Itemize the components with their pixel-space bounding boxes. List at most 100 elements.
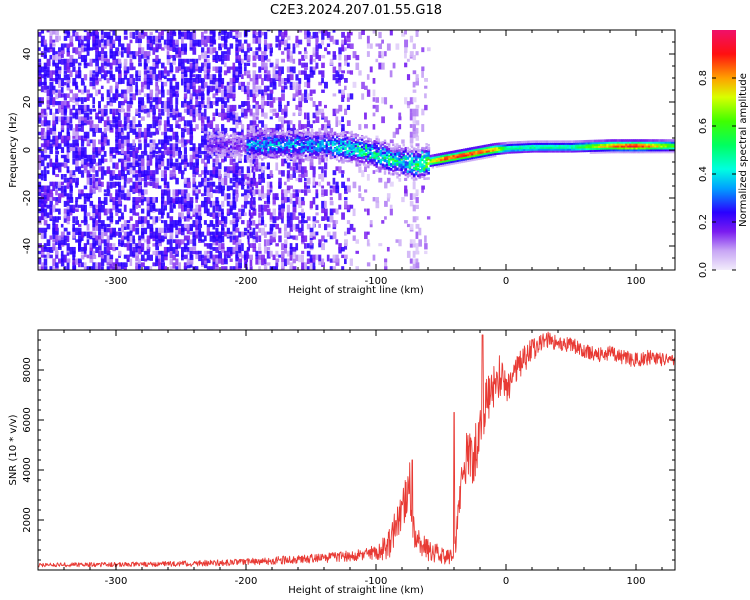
spectrum-cell (304, 154, 308, 158)
spectrum-cell (301, 208, 304, 214)
spectrum-cell (135, 30, 139, 36)
spectrum-cell (149, 143, 153, 148)
spectrum-cell (275, 112, 280, 118)
spectrum-cell (149, 31, 153, 36)
spectrum-cell (261, 148, 264, 152)
spectrum-cell (232, 181, 237, 188)
spectrum-cell (186, 250, 191, 255)
spectrum-cell (365, 149, 368, 152)
spectrum-cell (80, 135, 84, 141)
spectrum-cell (160, 70, 165, 79)
spectrum-cell (206, 266, 210, 270)
spectrum-cell (354, 149, 358, 153)
spectrum-cell (183, 243, 188, 250)
spectrum-cell (329, 146, 333, 149)
spectrum-cell (135, 227, 140, 235)
spectrum-cell (212, 204, 216, 213)
spectrum-cell (250, 177, 253, 182)
spectrum-cell (225, 146, 229, 149)
spectrum-cell (254, 153, 258, 157)
spectrum-cell (304, 157, 308, 161)
spectrum-cell (229, 204, 233, 211)
spectrum-cell (238, 262, 243, 268)
spectrum-cell (355, 266, 359, 270)
spectrum-cell (118, 62, 122, 69)
spectrum-cell (412, 124, 416, 132)
spectrum-cell (138, 139, 142, 143)
spectrum-cell (206, 250, 211, 254)
spectrum-cell (412, 258, 416, 264)
spectrum-cell (112, 78, 116, 82)
spectrum-cell (398, 158, 401, 161)
spectrum-cell (135, 243, 140, 249)
spectrum-cell (192, 81, 196, 87)
spectrum-cell (38, 131, 42, 136)
spectrum-cell (269, 212, 274, 220)
spectrum-cell (186, 104, 190, 110)
spectrum-cell (146, 158, 151, 166)
spectrum-cell (63, 104, 68, 113)
spectrum-cell (106, 31, 111, 40)
spectrum-cell (369, 146, 372, 149)
spectrum-cell (256, 152, 260, 156)
spectrum-cell (138, 143, 142, 150)
spectrum-cell (243, 108, 248, 117)
spectrum-cell (46, 70, 50, 75)
spectrum-cell (389, 104, 393, 109)
spectrum-cell (83, 266, 88, 270)
spectrum-cell (86, 177, 90, 185)
spectrum-cell (98, 262, 101, 270)
spectrum-cell (315, 193, 319, 199)
spectrum-cell (149, 39, 153, 48)
spectrum-cell (49, 47, 53, 53)
spectrum-cell (344, 185, 348, 191)
spectrum-cell (92, 74, 96, 81)
spectrum-cell (92, 78, 96, 86)
spectrum-cell (278, 30, 283, 33)
spectrum-cell (52, 162, 56, 170)
spectrum-cell (38, 154, 42, 163)
spectrum-cell (219, 135, 222, 139)
spectrum-cell (160, 101, 165, 109)
spectrum-cell (226, 193, 231, 200)
spectrum-cell (52, 58, 55, 65)
spectrum-cell (301, 189, 304, 194)
spectrum-cell (243, 54, 248, 61)
spectrum-cell (256, 148, 260, 152)
spectrum-cell (338, 54, 342, 61)
spectrum-cell (247, 238, 250, 242)
spectrum-cell (395, 239, 399, 243)
spectrum-cell (69, 147, 73, 152)
spectrum-cell (298, 39, 303, 45)
spectrum-cell (283, 104, 288, 112)
spectrum-cell (323, 149, 326, 152)
spectrum-cell (275, 147, 279, 151)
spectrum-cell (292, 157, 295, 161)
spectrum-cell (146, 97, 150, 104)
spectrum-cell (95, 239, 100, 246)
spectrum-cell (338, 193, 342, 201)
spectrum-cell (309, 54, 313, 62)
spectrum-cell (166, 31, 170, 36)
spectrum-cell (98, 66, 102, 75)
spectrum-cell (344, 47, 347, 51)
spectrum-cell (181, 197, 184, 205)
spectrum-cell (46, 246, 51, 252)
spectrum-cell (223, 216, 228, 224)
spectrum-cell (221, 133, 224, 137)
spectrum-cell (123, 97, 128, 104)
spectrum-cell (152, 104, 156, 109)
spectrum-cell (143, 150, 148, 156)
spectrum-cell (360, 151, 364, 155)
spectrum-cell (298, 58, 302, 66)
spectrum-cell (66, 139, 70, 146)
spectrum-cell (138, 220, 142, 225)
spectrum-cell (311, 142, 314, 146)
spectrum-cell (183, 127, 187, 133)
spectrum-cell (286, 177, 290, 182)
spectrum-cell (281, 137, 285, 141)
spectrum-cell (143, 216, 148, 224)
spectrum-cell (192, 231, 196, 237)
spectrum-cell (226, 208, 231, 215)
spectrum-cell (261, 227, 265, 236)
